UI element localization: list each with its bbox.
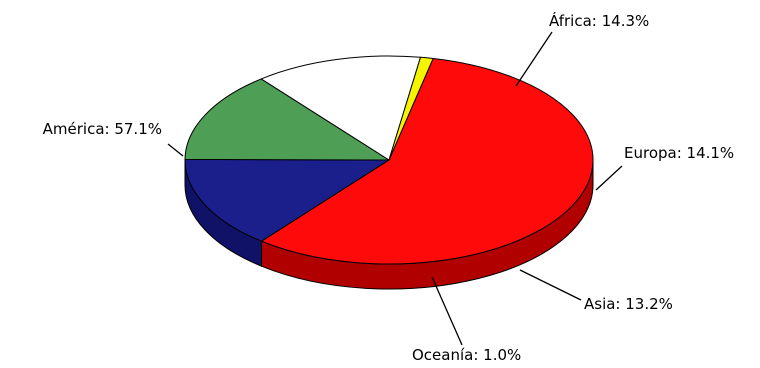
slice-label-europa: Europa: 14.1% bbox=[624, 144, 734, 162]
leader-line-europa bbox=[595, 165, 623, 191]
slice-label-america: América: 57.1% bbox=[43, 120, 162, 138]
leader-line-america bbox=[167, 143, 184, 157]
slice-label-asia: Asia: 13.2% bbox=[584, 295, 673, 313]
slice-europa bbox=[184, 78, 390, 161]
slice-label-oceania: Oceanía: 1.0% bbox=[412, 346, 521, 364]
leader-line-africa bbox=[515, 31, 553, 87]
slice-africa bbox=[184, 158, 390, 242]
slice-labels: América: 57.1% África: 14.3% Europa: 14.1%… bbox=[43, 11, 735, 364]
slice-asia bbox=[260, 55, 422, 161]
pie-slices bbox=[184, 55, 594, 265]
slice-label-africa: África: 14.3% bbox=[549, 11, 649, 30]
leader-lines bbox=[167, 31, 623, 346]
leader-line-asia bbox=[519, 269, 582, 301]
leader-line-oceania bbox=[431, 276, 463, 346]
slice-oceania bbox=[388, 56, 434, 161]
slice-america bbox=[261, 57, 594, 265]
